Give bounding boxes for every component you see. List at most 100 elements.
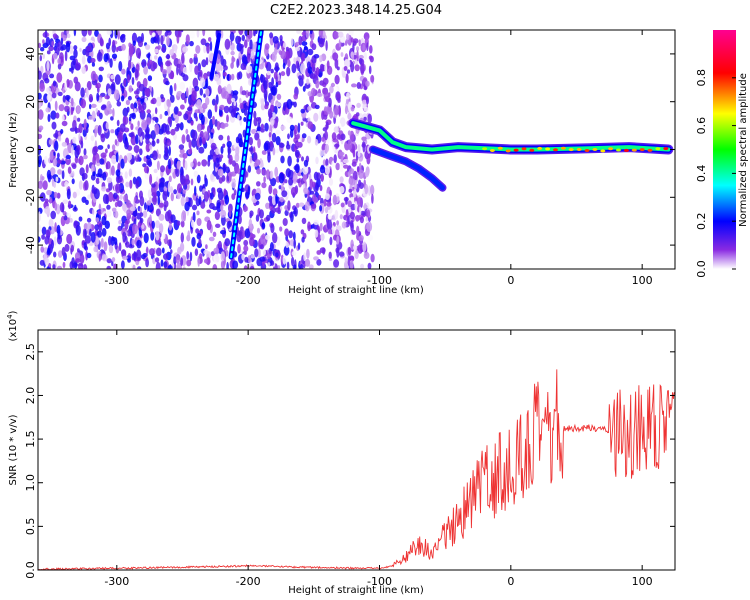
noise-speckle [335,93,341,98]
noise-speckle [325,158,329,167]
noise-speckle [212,264,218,269]
noise-speckle [259,74,266,83]
noise-speckle [116,46,119,53]
noise-speckle [99,37,104,47]
noise-speckle [160,35,164,46]
noise-speckle [146,134,152,139]
noise-speckle [137,120,140,127]
noise-speckle [103,241,108,252]
noise-speckle [358,39,362,47]
noise-speckle [186,259,192,267]
noise-speckle [90,57,96,64]
noise-speckle [76,105,81,115]
noise-speckle [238,71,243,80]
noise-speckle [191,129,198,141]
noise-speckle [354,200,358,212]
colorbar: 0.0 0.2 0.4 0.6 0.8 Normalized spectral ampl… [695,30,749,278]
noise-speckle [237,243,241,254]
noise-speckle [54,222,57,233]
noise-speckle [102,172,107,181]
noise-speckle [291,63,297,74]
noise-speckle [215,223,221,228]
noise-speckle [63,215,68,221]
noise-speckle [151,183,156,188]
noise-speckle [74,81,81,92]
noise-speckle [40,246,44,253]
noise-speckle [230,97,236,102]
noise-speckle [243,117,247,122]
noise-speckle [179,81,186,91]
noise-speckle [154,55,158,60]
noise-speckle [176,220,181,226]
noise-speckle [93,188,100,200]
signal-hotspot [592,148,598,151]
noise-speckle [41,226,47,235]
noise-speckle [75,224,81,236]
noise-speckle [294,149,300,158]
noise-speckle [279,38,283,47]
noise-speckle [186,87,189,97]
noise-speckle [300,63,306,75]
noise-speckle [243,239,249,247]
noise-speckle [192,77,199,89]
noise-speckle [168,175,172,183]
noise-speckle [65,154,72,160]
noise-speckle [53,191,58,199]
noise-speckle [126,152,132,161]
noise-speckle [336,133,342,140]
noise-speckle [96,92,100,102]
noise-speckle [320,174,324,182]
noise-speckle [294,163,300,174]
noise-speckle [301,156,304,162]
noise-speckle [66,233,73,245]
noise-speckle [97,145,104,150]
noise-speckle [201,59,207,68]
noise-speckle [108,244,114,254]
noise-speckle [173,82,177,92]
noise-speckle [333,259,340,268]
noise-speckle [339,214,343,220]
noise-speckle [193,53,198,58]
noise-speckle [55,112,60,119]
noise-speckle [302,165,309,175]
noise-speckle [306,78,310,85]
noise-speckle [111,165,115,176]
noise-speckle [121,68,126,75]
noise-speckle [114,139,118,146]
noise-speckle [220,204,224,212]
noise-speckle [102,193,109,204]
noise-speckle [46,87,51,93]
noise-speckle [257,138,261,149]
noise-speckle [360,63,365,74]
noise-speckle [135,47,142,59]
noise-speckle [146,246,149,255]
noise-speckle [145,117,152,125]
noise-speckle [250,145,254,155]
noise-speckle [170,128,176,136]
noise-speckle [280,155,285,164]
noise-speckle [264,43,270,50]
noise-speckle [128,43,135,55]
x-tick-label: 100 [632,575,653,588]
noise-speckle [355,215,360,222]
noise-speckle [224,194,230,205]
noise-speckle [353,244,358,251]
noise-speckle [189,57,194,64]
noise-speckle [70,244,75,252]
noise-speckle [292,264,297,269]
noise-speckle [334,149,339,154]
noise-speckle [126,229,132,237]
noise-speckle [38,109,44,120]
noise-speckle [83,223,88,230]
noise-speckle [154,181,159,191]
noise-speckle [109,58,113,68]
noise-speckle [52,264,56,269]
y-tick-label: -40 [24,236,37,254]
noise-speckle [254,132,260,141]
noise-speckle [111,260,114,267]
noise-speckle [185,174,190,183]
snr-x-ticks: -300 -200 -100 0 100 [104,330,653,588]
noise-speckle [314,229,319,238]
noise-speckle [113,263,118,269]
noise-speckle [209,136,214,145]
